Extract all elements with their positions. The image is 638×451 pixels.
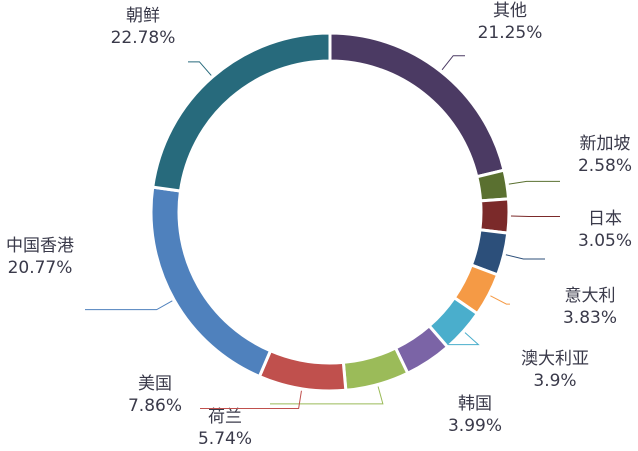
value-label: 20.77%	[8, 258, 73, 278]
donut-segment	[149, 185, 273, 379]
leader-line	[188, 61, 212, 76]
value-label: 3.9%	[533, 371, 576, 391]
donut-segment	[328, 31, 506, 179]
category-label: 日本	[588, 209, 622, 229]
value-label: 3.05%	[578, 231, 632, 251]
value-label: 5.74%	[198, 429, 252, 449]
category-label: 美国	[138, 374, 172, 394]
donut-segment	[475, 168, 511, 203]
value-label: 22.78%	[111, 28, 176, 48]
category-label: 其他	[493, 1, 527, 21]
value-label: 3.83%	[563, 308, 617, 328]
value-label: 21.25%	[478, 23, 543, 43]
donut-segment	[478, 197, 511, 235]
category-label: 朝鲜	[126, 6, 160, 26]
value-label: 7.86%	[128, 396, 182, 416]
leader-line	[508, 180, 560, 185]
leader-line	[270, 386, 384, 405]
leader-line	[505, 254, 545, 260]
category-label: 荷兰	[208, 407, 242, 427]
leader-line	[85, 300, 173, 311]
donut-segment	[341, 346, 410, 392]
leader-line	[441, 55, 465, 71]
leader-line	[490, 295, 510, 305]
value-label: 2.58%	[578, 156, 632, 176]
donut-segment	[257, 348, 348, 393]
category-label: 澳大利亚	[521, 349, 589, 369]
leader-line	[200, 390, 302, 410]
category-label: 中国香港	[6, 236, 74, 256]
category-label: 新加坡	[580, 134, 631, 154]
category-label: 韩国	[458, 394, 492, 414]
value-label: 3.99%	[448, 416, 502, 436]
category-label: 意大利	[565, 286, 616, 306]
donut-segment	[151, 31, 332, 193]
